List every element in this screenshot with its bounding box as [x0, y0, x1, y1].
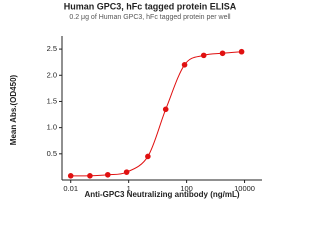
point [238, 48, 245, 55]
point [162, 106, 169, 113]
x-tick-label: 100 [180, 184, 193, 193]
x-tick-label: 1 [127, 184, 131, 193]
y-axis-label: Mean Abs.(OD450) [9, 74, 18, 145]
point [123, 169, 130, 175]
point [181, 62, 188, 68]
x-tick-label: 10000 [234, 184, 255, 193]
point [200, 52, 207, 59]
chart-title: Human GPC3, hFc tagged protein ELISA [64, 1, 237, 11]
y-tick-label: 0.5 [47, 149, 57, 158]
chart: Human GPC3, hFc tagged protein ELISA 0.2… [9, 1, 262, 199]
y-tick-label: 2.5 [47, 44, 57, 53]
y-tick-label: 2.0 [47, 70, 57, 79]
y-tick-label: 1.5 [47, 96, 57, 105]
point [104, 171, 111, 178]
x-axis-label: Anti-GPC3 Neutralizing antibody (ng/mL) [84, 190, 239, 199]
point [219, 50, 226, 57]
fit-curve [70, 51, 242, 177]
point [87, 173, 93, 179]
y-tick-label: 1.0 [47, 123, 57, 132]
x-tick-label: 0.01 [63, 184, 78, 193]
chart-subtitle: 0.2 μg of Human GPC3, hFc tagged protein… [69, 14, 231, 21]
point [145, 153, 151, 160]
page: Human GPC3, hFc tagged protein ELISA 0.2… [9, 1, 262, 200]
point [67, 173, 74, 179]
